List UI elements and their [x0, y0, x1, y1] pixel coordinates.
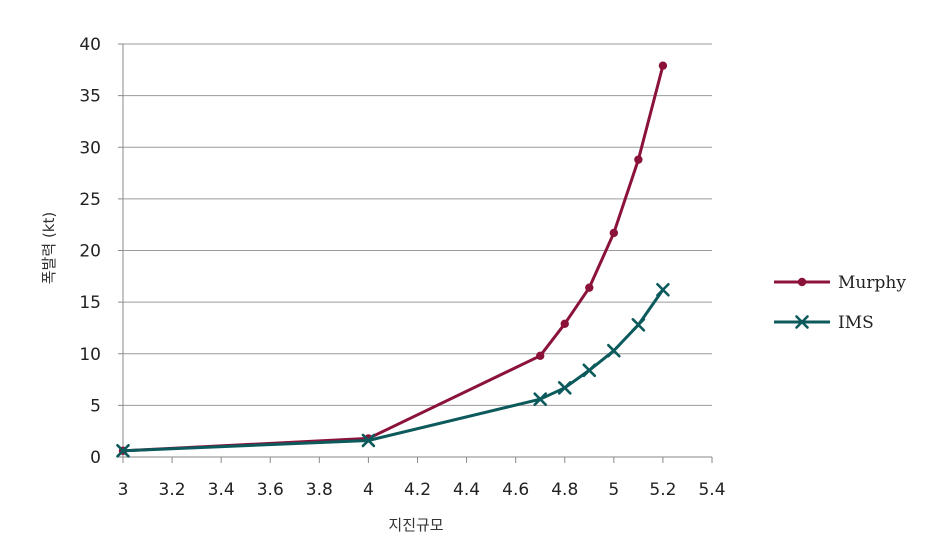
y-tick-label: 25: [79, 190, 101, 210]
data-point: [607, 343, 621, 358]
data-point: [609, 228, 619, 238]
y-tick-label: 5: [90, 396, 101, 416]
x-tick-label: 5: [608, 480, 619, 500]
series-line-murphy: [122, 65, 665, 453]
x-tick-label: 4: [363, 480, 374, 500]
legend-item-murphy: Murphy: [774, 273, 906, 293]
y-axis-title: 폭발력 (kt): [40, 212, 58, 284]
data-point: [658, 61, 668, 70]
x-tick-label: 5.4: [698, 480, 725, 500]
y-tick-label: 20: [79, 242, 101, 262]
legend-label: Murphy: [838, 273, 906, 293]
y-tick-label: 0: [90, 448, 101, 468]
data-point: [557, 381, 572, 395]
data-point: [361, 433, 376, 448]
series-murphy: [118, 61, 668, 456]
y-tick-label: 10: [79, 345, 101, 365]
y-tick-label: 15: [79, 293, 101, 313]
legend-label: IMS: [838, 313, 874, 333]
data-point: [116, 444, 130, 458]
x-tick-label: 3: [118, 480, 129, 500]
x-tick-label: 4.6: [502, 480, 529, 500]
x-tick-label: 3.6: [257, 480, 284, 500]
x-tick-label: 3.4: [208, 480, 235, 500]
gridlines: [123, 43, 712, 406]
legend: Murphy IMS: [774, 273, 906, 333]
data-point: [560, 319, 569, 329]
x-tick-label: 3.2: [159, 480, 186, 500]
x-tick-label: 4.8: [551, 480, 578, 500]
y-tick-label: 35: [79, 87, 101, 107]
legend-item-ims: IMS: [774, 313, 874, 333]
x-axis-title: 지진규모: [388, 516, 443, 534]
axes: [118, 43, 713, 463]
x-tick-label: 3.8: [306, 480, 333, 500]
data-point: [631, 318, 646, 332]
y-tick-label: 40: [79, 35, 101, 55]
x-tick-label: 4.4: [453, 480, 480, 500]
data-point: [634, 155, 643, 164]
data-point: [533, 392, 548, 406]
data-point: [536, 351, 545, 361]
series-ims: [116, 282, 670, 458]
data-point: [797, 277, 807, 287]
data-point: [795, 315, 809, 329]
x-tick-label: 5.2: [649, 480, 676, 500]
y-tick-label: 30: [79, 138, 101, 158]
series: [116, 61, 670, 458]
data-point: [656, 282, 670, 297]
data-point: [582, 363, 597, 378]
tick-labels: 0 5 10 15 20 25 30 35 40 3 3.2 3.4 3.6 3.8 4 4.2 4.4 4.6 4…: [79, 35, 725, 500]
x-tick-label: 4.2: [404, 480, 431, 500]
data-point: [585, 283, 594, 292]
